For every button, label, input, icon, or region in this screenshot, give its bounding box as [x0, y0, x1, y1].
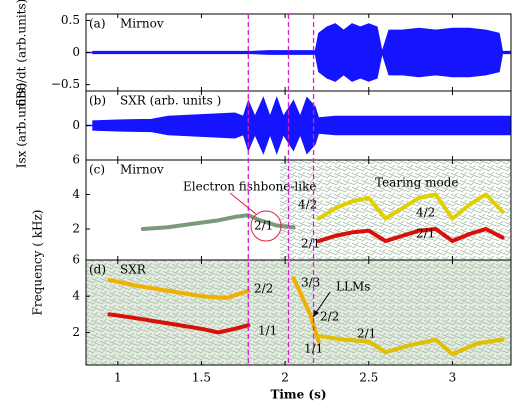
panel-d-texture: [86, 260, 511, 365]
annotation: 4/2: [298, 198, 317, 212]
mode-line: [291, 276, 321, 344]
x-tick-label: 1: [114, 371, 122, 385]
y-tick-label: 4: [72, 187, 80, 201]
panel-title: Mirnov: [120, 163, 164, 177]
annotation: 4/2: [416, 206, 435, 220]
y-tick-label: 2: [72, 325, 80, 339]
y-tick-label: 6: [72, 253, 80, 267]
annotation: Tearing mode: [375, 176, 459, 190]
axes: (a) Mirnov −0.5 0 0.5 δBθ/dt (arb.units) (b) SX…: [15, 0, 512, 402]
y-axis-label: Frequency ( kHz): [31, 210, 45, 316]
x-axis-label: Time (s): [270, 388, 326, 402]
y-tick-label: 0: [72, 118, 80, 132]
x-tick-label: 2: [281, 371, 289, 385]
annotation: 1/1: [258, 324, 277, 338]
annotation: 2/1: [301, 237, 320, 251]
annotation: 2/1: [416, 227, 435, 241]
panel-title: SXR (arb. units ): [120, 94, 221, 108]
fishbone-circle: [250, 210, 282, 242]
mode-line: [316, 192, 505, 221]
x-tick-label: 1.5: [192, 371, 211, 385]
mode-line: [316, 334, 505, 357]
fishbone-pointer: [229, 192, 257, 215]
mode-line: [107, 312, 251, 335]
annotation: 2/2: [320, 310, 339, 324]
y-tick-label: −0.5: [51, 77, 80, 91]
y-tick-label: 0.5: [61, 13, 80, 27]
x-tick-label: 3: [449, 371, 457, 385]
y-tick-label: 4: [72, 289, 80, 303]
annotation: 2/1: [357, 327, 376, 341]
mode-line: [316, 226, 505, 244]
panel-label: (d): [89, 263, 106, 277]
annotation: 1/1: [304, 342, 323, 356]
annotation: Electron fishbone-like: [183, 180, 316, 194]
annotation: 2/1: [254, 219, 273, 233]
panel-title: SXR: [120, 263, 147, 277]
panel-frame: [85, 259, 512, 366]
panel-label: (b): [89, 94, 106, 108]
panel-c-texture: [280, 160, 511, 260]
y-tick-label: 2: [72, 221, 80, 235]
mode-line: [140, 213, 296, 231]
llm-arrowhead: [313, 310, 319, 317]
annotation: 3/3: [301, 276, 320, 290]
y-axis-label: Isx (arb.units): [15, 83, 29, 169]
x-tick-label: 2.5: [359, 371, 378, 385]
annotation: 2/2: [254, 282, 273, 296]
y-tick-label: 0: [72, 45, 80, 59]
annotation: LLMs: [336, 280, 370, 294]
panel-label: (c): [89, 163, 105, 177]
panel-label: (a): [89, 17, 106, 31]
y-axis-label: δBθ/dt (arb.units): [15, 0, 29, 106]
y-tick-label: 6: [72, 153, 80, 167]
mode-line: [107, 277, 251, 301]
panel-title: Mirnov: [120, 17, 164, 31]
